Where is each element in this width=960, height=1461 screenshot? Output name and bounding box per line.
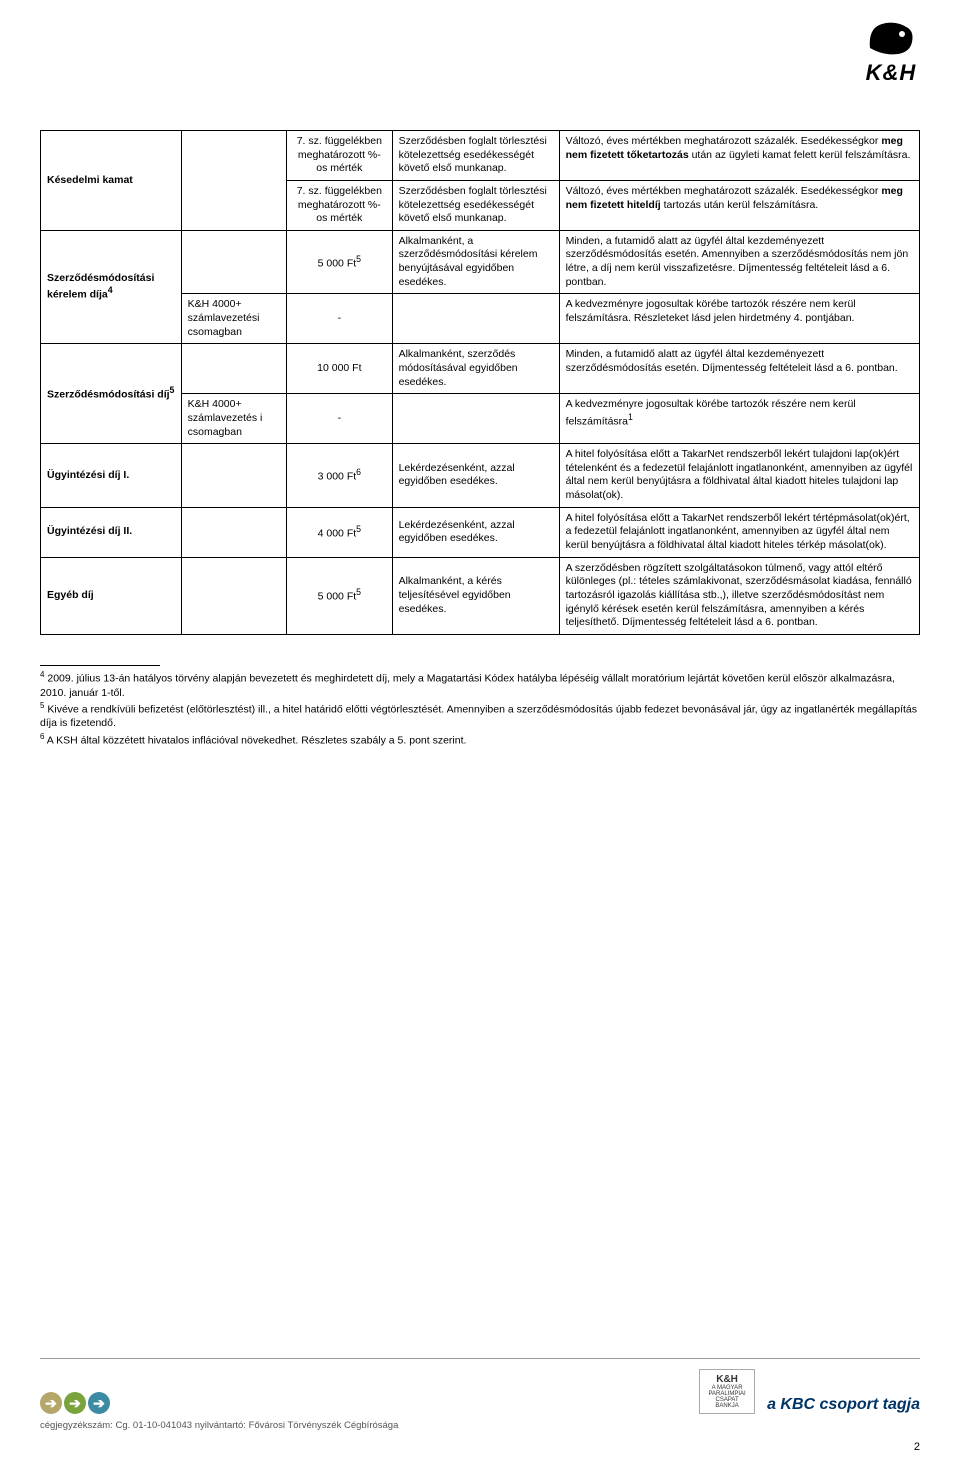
fee-amount: 7. sz. függelékben meghatározott %-os mé…: [287, 180, 392, 230]
page-footer: ➔➔➔ K&H A MAGYAR PARALIMPIAI CSAPAT BANK…: [40, 1358, 920, 1431]
fee-amount: -: [287, 394, 392, 444]
due-timing: [392, 294, 559, 344]
fee-amount: 4 000 Ft5: [287, 507, 392, 557]
fee-description: Változó, éves mértékben meghatározott sz…: [559, 131, 919, 181]
paralimpia-line: K&H: [704, 1374, 750, 1385]
fee-table: Késedelmi kamat 7. sz. függelékben meghat…: [40, 130, 920, 635]
fee-amount: 5 000 Ft5: [287, 230, 392, 294]
arrow-icons: ➔➔➔: [40, 1392, 110, 1414]
fee-description: A kedvezményre jogosultak körébe tartozó…: [559, 294, 919, 344]
due-timing: [392, 394, 559, 444]
table-row: Szerződésmódosítási kérelem díja45 000 F…: [41, 230, 920, 294]
table-row: Egyéb díj 5 000 Ft5Alkalmanként, a kérés …: [41, 557, 920, 634]
brand-text: K&H: [862, 60, 920, 86]
fee-amount: -: [287, 294, 392, 344]
package-condition: K&H 4000+ számlavezetési csomagban: [181, 294, 286, 344]
due-timing: Alkalmanként, a kérés teljesítésével egy…: [392, 557, 559, 634]
table-row: Szerződésmódosítási díj510 000 FtAlkalma…: [41, 344, 920, 394]
footnote: 4 2009. július 13-án hatályos törvény al…: [40, 670, 920, 700]
package-condition: [181, 557, 286, 634]
table-row: Ügyintézési díj I. 3 000 Ft6Lekérdezésenk…: [41, 444, 920, 508]
fee-name: Egyéb díj: [41, 557, 182, 634]
registration-text: cégjegyzékszám: Cg. 01-10-041043 nyilván…: [40, 1420, 920, 1431]
fee-name: Szerződésmódosítási kérelem díja4: [41, 230, 182, 343]
arrow-icon: ➔: [64, 1392, 86, 1414]
table-row: Késedelmi kamat7. sz. függelékben meghat…: [41, 131, 920, 181]
footnote: 6 A KSH által közzétett hivatalos inflác…: [40, 732, 920, 748]
footnote: 5 Kivéve a rendkívüli befizetést (előtör…: [40, 701, 920, 731]
package-condition: [181, 230, 286, 294]
arrow-icon: ➔: [40, 1392, 62, 1414]
fee-amount: 5 000 Ft5: [287, 557, 392, 634]
package-condition: [181, 344, 286, 394]
fee-amount: 10 000 Ft: [287, 344, 392, 394]
fee-description: Minden, a futamidő alatt az ügyfél által…: [559, 230, 919, 294]
fee-amount: 7. sz. függelékben meghatározott %-os mé…: [287, 131, 392, 181]
footnotes: 4 2009. július 13-án hatályos törvény al…: [40, 665, 920, 747]
brand-logo: K&H: [862, 18, 920, 86]
due-timing: Lekérdezésenként, azzal egyidőben esedék…: [392, 444, 559, 508]
package-condition: K&H 4000+ számlavezetés i csomagban: [181, 394, 286, 444]
arrow-icon: ➔: [88, 1392, 110, 1414]
fee-name: Ügyintézési díj I.: [41, 444, 182, 508]
fee-amount: 3 000 Ft6: [287, 444, 392, 508]
paralimpia-badge: K&H A MAGYAR PARALIMPIAI CSAPAT BANKJA: [699, 1369, 755, 1414]
table-row: Ügyintézési díj II. 4 000 Ft5Lekérdezésen…: [41, 507, 920, 557]
fee-name: Ügyintézési díj II.: [41, 507, 182, 557]
fee-description: A hitel folyósítása előtt a TakarNet ren…: [559, 507, 919, 557]
package-condition: [181, 507, 286, 557]
due-timing: Alkalmanként, a szerződésmódosítási kére…: [392, 230, 559, 294]
kbc-tagline: a KBC csoport tagja: [767, 1396, 920, 1414]
fee-name: Késedelmi kamat: [41, 131, 182, 231]
fee-description: Változó, éves mértékben meghatározott sz…: [559, 180, 919, 230]
fee-name: Szerződésmódosítási díj5: [41, 344, 182, 444]
page-number: 2: [914, 1441, 920, 1453]
package-condition: [181, 444, 286, 508]
package-condition: [181, 131, 286, 231]
fee-description: A kedvezményre jogosultak körébe tartozó…: [559, 394, 919, 444]
due-timing: Lekérdezésenként, azzal egyidőben esedék…: [392, 507, 559, 557]
fee-description: A hitel folyósítása előtt a TakarNet ren…: [559, 444, 919, 508]
fee-description: Minden, a futamidő alatt az ügyfél által…: [559, 344, 919, 394]
fee-description: A szerződésben rögzített szolgáltatásoko…: [559, 557, 919, 634]
due-timing: Alkalmanként, szerződés módosításával eg…: [392, 344, 559, 394]
due-timing: Szerződésben foglalt törlesztési kötelez…: [392, 131, 559, 181]
lion-icon: [862, 18, 920, 58]
due-timing: Szerződésben foglalt törlesztési kötelez…: [392, 180, 559, 230]
paralimpia-line: CSAPAT BANKJA: [704, 1397, 750, 1409]
